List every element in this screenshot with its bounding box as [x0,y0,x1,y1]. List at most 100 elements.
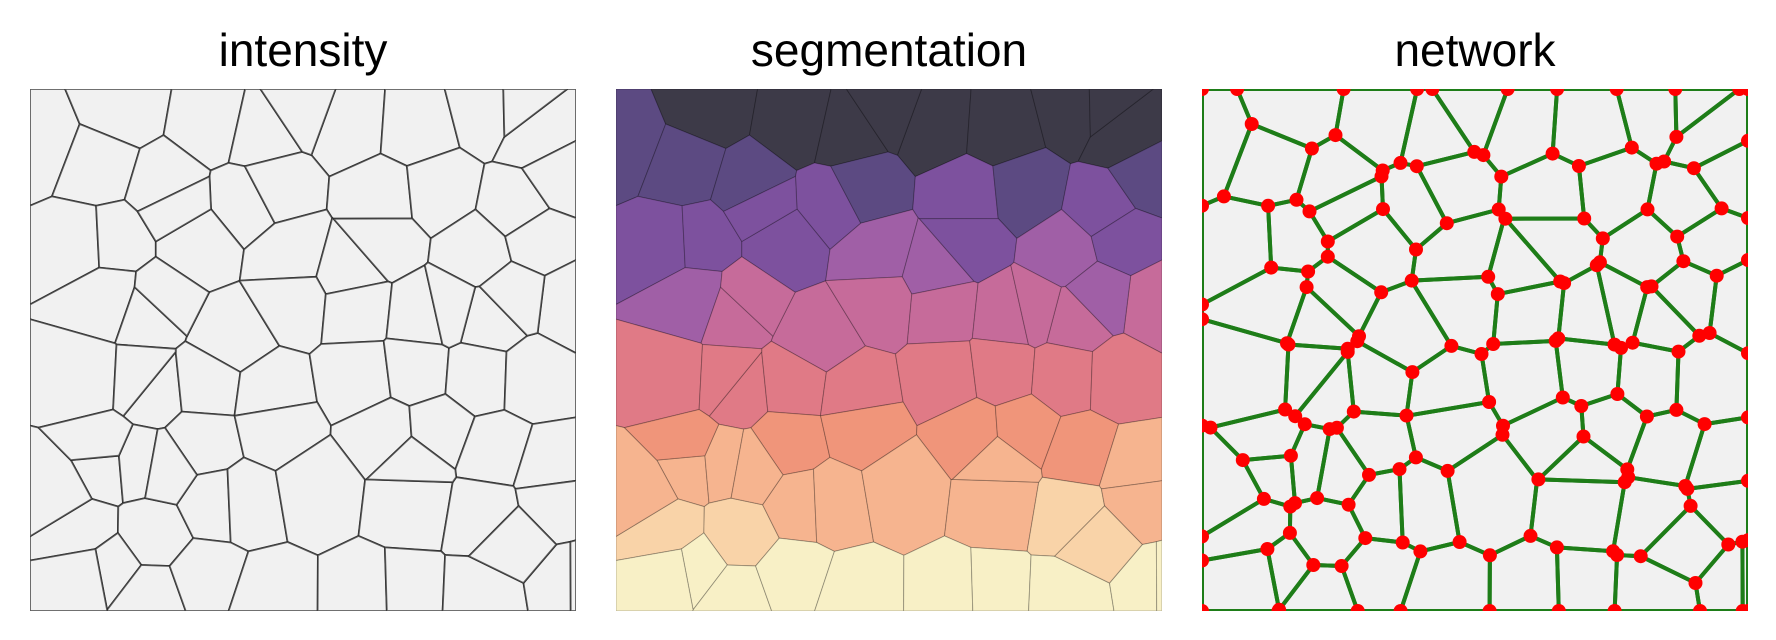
network-node [1557,276,1572,291]
segmentation-image [616,89,1162,611]
network-node [1297,417,1312,432]
cell-membrane [467,505,558,584]
segmented-cell [1013,208,1098,288]
network-node [1669,402,1684,417]
network-node [1440,463,1455,478]
network-node [1640,280,1655,295]
network-node [1409,242,1423,257]
network-background [1202,89,1748,611]
network-node [1482,395,1497,409]
network-node [1322,422,1337,437]
network-node [1306,558,1321,572]
network-node [1320,234,1335,249]
network-node [1340,344,1355,359]
network-node [1346,404,1361,419]
cell-membrane [569,539,576,611]
network-node [1261,198,1276,213]
network-node [1735,534,1748,549]
network-node [1439,216,1454,231]
network-node [1282,525,1297,540]
network-panel-title: network [1394,24,1556,76]
network-node [1649,156,1664,171]
network-node [1741,89,1748,96]
network-node [1693,604,1707,611]
network-node [1481,269,1496,284]
network-node [1310,491,1325,506]
network-node [1551,604,1566,611]
network-node [1494,169,1509,184]
network-node [1614,340,1628,355]
network-node [1633,549,1648,564]
network-node [1260,542,1275,556]
network-node [1202,604,1209,611]
network-node [1404,273,1419,288]
network-node [1409,159,1424,174]
network-node [1410,89,1425,96]
network-node [1548,333,1563,348]
network-node [1490,287,1505,302]
network-node [1235,453,1250,468]
network-node [1395,535,1410,550]
network-node [1531,472,1546,487]
network-node [1202,529,1209,544]
intensity-panel-title: intensity [218,24,388,76]
network-node [1624,140,1639,155]
network-node [1595,231,1610,246]
network-node [1202,89,1209,96]
network-node [1202,198,1209,213]
network-node [1486,337,1501,351]
segmented-cell [1155,539,1162,611]
network-node [1216,189,1231,204]
network-node [1482,604,1497,611]
network-node [1408,450,1423,465]
network-node [1571,159,1586,173]
segmented-cell [616,548,694,611]
network-node [1640,202,1655,217]
network-node [1264,260,1279,275]
network-node [1577,211,1592,226]
network-node [1741,253,1748,267]
network-node [1393,155,1408,170]
network-node [1283,448,1298,463]
network-node [1741,604,1748,611]
network-node [1230,89,1245,96]
network-node [1670,229,1685,244]
network-node [1574,399,1589,413]
cell-membrane [365,435,458,484]
network-node [1271,604,1286,611]
network-node [1702,326,1717,340]
cell-membrane [144,426,198,506]
network-node [1476,148,1491,163]
cell-membrane [133,255,211,338]
cell-membrane [502,89,569,138]
network-node [1256,491,1271,506]
cell-membrane [503,332,576,425]
cell-membrane [37,408,134,461]
network-node [1741,473,1748,488]
network-node [1741,346,1748,361]
network-node [1376,202,1390,217]
network-node [1697,417,1712,432]
network-node [1671,344,1686,359]
segmented-cell [650,89,759,150]
network-node [1304,141,1319,156]
segmented-cell [637,123,727,207]
network-node [1362,467,1376,482]
network-node [1350,334,1365,349]
network-edge [1673,89,1742,139]
network-node [1283,499,1298,514]
network-node [1350,604,1365,611]
network-node [1721,537,1736,552]
segmented-cell [730,427,784,506]
cell-membrane [30,548,108,611]
segmented-cell [720,256,796,338]
network-node [1482,548,1497,563]
network-node [1741,211,1748,225]
network-node [1374,169,1389,184]
network-node [1686,161,1701,176]
network-node [1610,387,1625,401]
network-node [1374,285,1389,300]
segmented-cell [698,343,763,417]
segmented-cell [748,89,832,172]
network-node [1498,211,1513,226]
